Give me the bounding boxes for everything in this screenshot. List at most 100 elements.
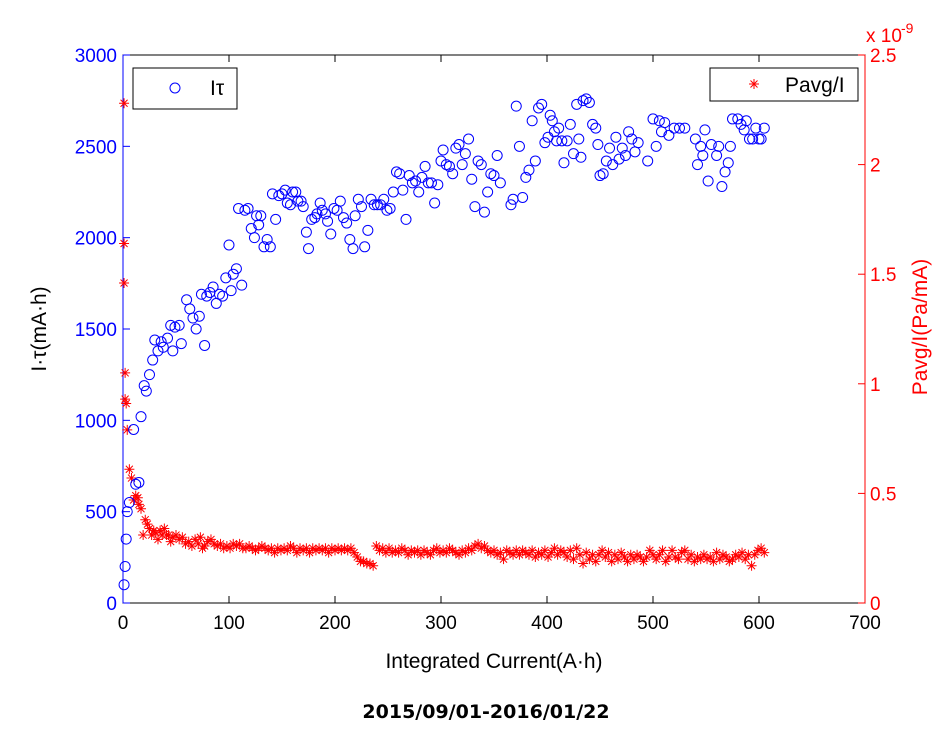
data-point-i-tau — [120, 533, 132, 545]
data-point-pavg-per-i — [263, 545, 274, 556]
data-point-pavg-per-i — [657, 545, 668, 556]
data-point-i-tau — [303, 243, 314, 255]
legend-circle-marker — [169, 82, 181, 94]
data-point-pavg-per-i — [616, 547, 627, 558]
data-point-i-tau — [597, 168, 609, 180]
data-point-pavg-per-i — [498, 554, 509, 565]
data-point-pavg-per-i — [613, 554, 624, 565]
right-y-axis-label: Pavg/I(Pa/mA) — [909, 259, 932, 396]
data-point-pavg-per-i — [144, 523, 155, 534]
data-point-i-tau — [491, 149, 503, 161]
data-point-i-tau — [699, 124, 711, 136]
data-point-pavg-per-i — [159, 523, 170, 534]
data-point-pavg-per-i — [689, 556, 700, 567]
data-point-i-tau — [193, 310, 205, 322]
data-point-i-tau — [362, 224, 374, 236]
data-point-i-tau — [722, 157, 734, 169]
data-point-pavg-per-i — [536, 549, 547, 560]
data-point-pavg-per-i — [644, 545, 655, 556]
data-point-i-tau — [149, 334, 161, 346]
left-y-tick-label: 1000 — [75, 411, 117, 432]
data-point-pavg-per-i — [619, 551, 630, 562]
data-point-pavg-per-i — [279, 543, 290, 554]
data-point-i-tau — [255, 210, 267, 222]
data-point-pavg-per-i — [301, 543, 312, 554]
data-point-pavg-per-i — [530, 551, 541, 562]
data-point-pavg-per-i — [307, 543, 318, 554]
data-point-i-tau — [297, 201, 309, 213]
data-point-i-tau — [425, 177, 437, 189]
data-point-i-tau — [284, 199, 296, 211]
data-point-i-tau — [755, 133, 767, 145]
data-point-pavg-per-i — [314, 543, 325, 554]
data-point-i-tau — [668, 122, 680, 134]
data-point-pavg-per-i — [260, 543, 271, 554]
data-point-pavg-per-i — [163, 530, 174, 541]
data-point-i-tau — [352, 193, 364, 205]
data-point-i-tau — [692, 159, 704, 171]
data-point-i-tau — [724, 140, 736, 152]
data-point-i-tau — [155, 336, 167, 348]
data-point-i-tau — [130, 478, 142, 490]
data-point-pavg-per-i — [651, 554, 662, 565]
data-point-pavg-per-i — [562, 551, 573, 562]
data-point-i-tau — [248, 232, 260, 244]
data-point-pavg-per-i — [625, 549, 636, 560]
data-point-i-tau — [702, 175, 714, 187]
data-point-i-tau — [456, 159, 468, 171]
left-y-tick-label: 500 — [85, 503, 117, 524]
data-point-pavg-per-i — [473, 538, 484, 549]
data-point-i-tau — [705, 139, 717, 151]
data-point-pavg-per-i — [663, 551, 674, 562]
data-point-pavg-per-i — [250, 545, 261, 556]
data-point-i-tau — [349, 210, 361, 222]
data-point-i-tau — [466, 173, 478, 185]
data-point-i-tau — [432, 179, 444, 191]
data-point-pavg-per-i — [533, 547, 544, 558]
data-point-pavg-per-i — [740, 554, 751, 565]
data-point-i-tau — [592, 139, 604, 151]
data-point-pavg-per-i — [285, 541, 296, 552]
data-point-i-tau — [276, 188, 288, 200]
data-point-pavg-per-i — [387, 547, 398, 558]
data-point-pavg-per-i — [558, 547, 569, 558]
data-point-pavg-per-i — [138, 530, 149, 541]
data-point-i-tau — [365, 193, 377, 205]
data-point-pavg-per-i — [349, 547, 360, 558]
data-point-i-tau — [463, 133, 475, 145]
data-point-pavg-per-i — [682, 554, 693, 565]
data-point-i-tau — [175, 338, 187, 350]
data-point-pavg-per-i — [743, 549, 754, 560]
data-point-i-tau — [556, 135, 568, 147]
data-point-i-tau — [663, 129, 675, 141]
data-point-pavg-per-i — [444, 543, 455, 554]
data-point-i-tau — [568, 148, 579, 160]
data-point-pavg-per-i — [275, 545, 286, 556]
data-point-pavg-per-i — [209, 538, 220, 549]
data-point-i-tau — [295, 195, 307, 207]
data-point-pavg-per-i — [581, 547, 592, 558]
data-point-i-tau — [195, 288, 207, 300]
data-point-pavg-per-i — [352, 551, 363, 562]
data-point-i-tau — [135, 411, 147, 423]
data-point-pavg-per-i — [409, 547, 420, 558]
data-point-i-tau — [325, 228, 337, 240]
left-y-tick-label: 0 — [106, 594, 117, 615]
data-point-pavg-per-i — [425, 549, 436, 560]
data-point-i-tau — [261, 233, 273, 245]
data-point-pavg-per-i — [150, 527, 161, 538]
data-point-i-tau — [732, 113, 744, 125]
data-point-i-tau — [604, 142, 616, 154]
data-point-pavg-per-i — [295, 543, 306, 554]
data-point-i-tau — [199, 339, 211, 351]
data-point-pavg-per-i — [702, 554, 713, 565]
data-point-pavg-per-i — [396, 543, 407, 554]
legend-right-box — [709, 67, 859, 102]
data-point-pavg-per-i — [152, 534, 163, 545]
data-point-pavg-per-i — [225, 543, 236, 554]
data-point-i-tau — [713, 140, 725, 152]
data-point-i-tau — [300, 226, 312, 238]
data-point-pavg-per-i — [269, 547, 280, 558]
data-point-i-tau — [533, 102, 545, 114]
right-y-tick-label: 2 — [870, 156, 881, 177]
